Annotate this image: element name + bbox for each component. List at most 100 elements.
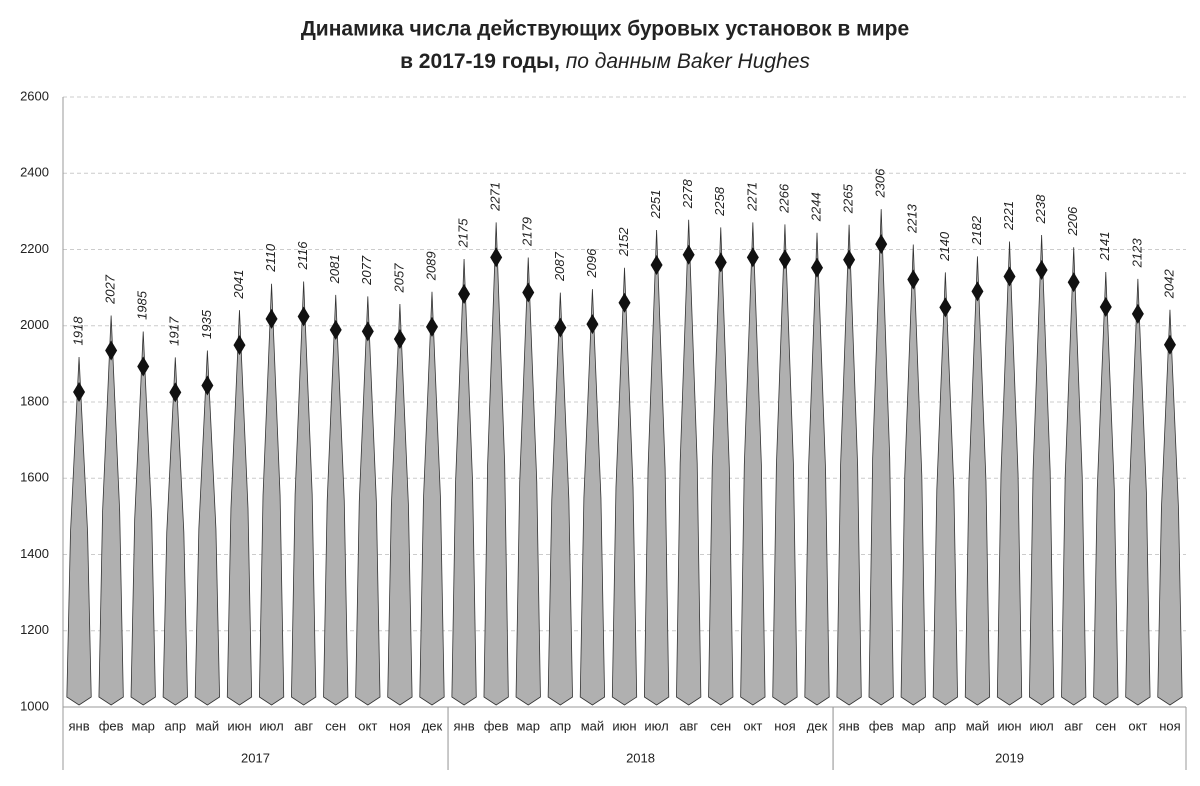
marker [522,282,535,303]
group-label: 2018 [626,750,655,765]
spindle [836,224,862,706]
chart-title: Динамика числа действующих буровых устан… [301,18,909,41]
x-tick-label: дек [422,718,443,733]
spindle [515,257,541,706]
marker [490,247,503,268]
y-tick-label: 2000 [20,317,49,332]
spindle [194,350,220,706]
x-tick-label: апр [550,718,572,733]
x-tick-label: июн [227,718,251,733]
y-tick-label: 1800 [20,393,49,408]
x-tick-label: апр [935,718,957,733]
x-tick-label: сен [710,718,731,733]
x-tick-label: май [966,718,989,733]
spindle [1029,234,1055,706]
y-tick-label: 2200 [20,241,49,256]
spindle [66,356,92,706]
x-tick-label: авг [1064,718,1083,733]
x-tick-label: окт [358,718,377,733]
group-label: 2019 [995,750,1024,765]
value-label: 1917 [167,316,182,346]
marker [650,255,663,276]
spindle [323,294,349,706]
chart-subtitle: по данным Baker Hughes [566,50,811,73]
x-tick-label: ноя [774,718,795,733]
value-label: 2278 [680,179,695,210]
marker [682,244,695,265]
value-label: 2087 [552,251,567,282]
chart-title-part: в 2017-19 годы, [400,50,560,73]
marker [586,314,599,335]
y-tick-label: 1000 [20,698,49,713]
spindle [643,230,670,706]
x-tick-label: янв [839,718,860,733]
value-label: 2077 [359,255,374,286]
spindle [772,224,798,706]
x-tick-label: май [196,718,219,733]
x-tick-label: июл [1029,718,1053,733]
spindle [996,241,1023,706]
marker [939,297,952,318]
y-tick-label: 2600 [20,88,49,103]
spindle [676,219,702,706]
spindle [1093,271,1119,706]
marker [971,281,984,302]
value-label: 2221 [1001,201,1016,231]
value-label: 2110 [263,243,278,273]
marker [1067,272,1080,293]
value-label: 2238 [1033,194,1048,225]
value-label: 2140 [937,231,952,262]
spindle [258,283,285,706]
spindle [1125,278,1151,706]
marker [746,247,759,268]
marker [425,316,438,337]
group-label: 2017 [241,750,270,765]
marker [778,249,791,270]
marker [73,382,86,403]
x-tick-label: окт [1128,718,1147,733]
spindle [964,256,991,706]
spindle [387,304,413,706]
marker [714,252,727,273]
value-label: 2258 [712,186,727,217]
marker [618,292,631,313]
spindle [1157,309,1183,706]
value-label: 1985 [135,290,150,320]
spindle [451,259,477,706]
spindle [98,315,124,706]
x-tick-label: фев [484,718,509,733]
x-tick-label: сен [1095,718,1116,733]
x-tick-label: авг [679,718,698,733]
value-label: 2141 [1097,232,1112,262]
value-label: 2213 [905,203,920,234]
spindle [419,291,445,706]
y-tick-label: 2400 [20,165,49,180]
spindle [740,222,766,706]
spindle [579,289,606,706]
spindle [355,296,381,706]
x-tick-label: май [581,718,604,733]
marker [105,340,118,361]
x-tick-label: янв [68,718,89,733]
value-label: 2041 [231,270,246,300]
marker [1003,266,1016,287]
spindle [868,209,894,706]
x-tick-label: мар [132,718,155,733]
x-tick-label: янв [454,718,475,733]
marker [169,382,182,403]
marker [137,356,150,377]
spindle [900,244,926,706]
value-label: 2251 [648,190,663,220]
value-label: 2182 [969,215,984,246]
value-label: 1935 [199,309,214,339]
x-tick-label: авг [294,718,313,733]
spindle [130,331,156,706]
x-tick-label: фев [869,718,894,733]
value-label: 2265 [841,183,856,214]
value-label: 1918 [70,316,85,346]
chart-title: в 2017-19 годы, по данным Baker Hughes [400,50,810,73]
marker [907,269,920,290]
marker [201,375,214,396]
value-label: 2152 [616,227,631,258]
